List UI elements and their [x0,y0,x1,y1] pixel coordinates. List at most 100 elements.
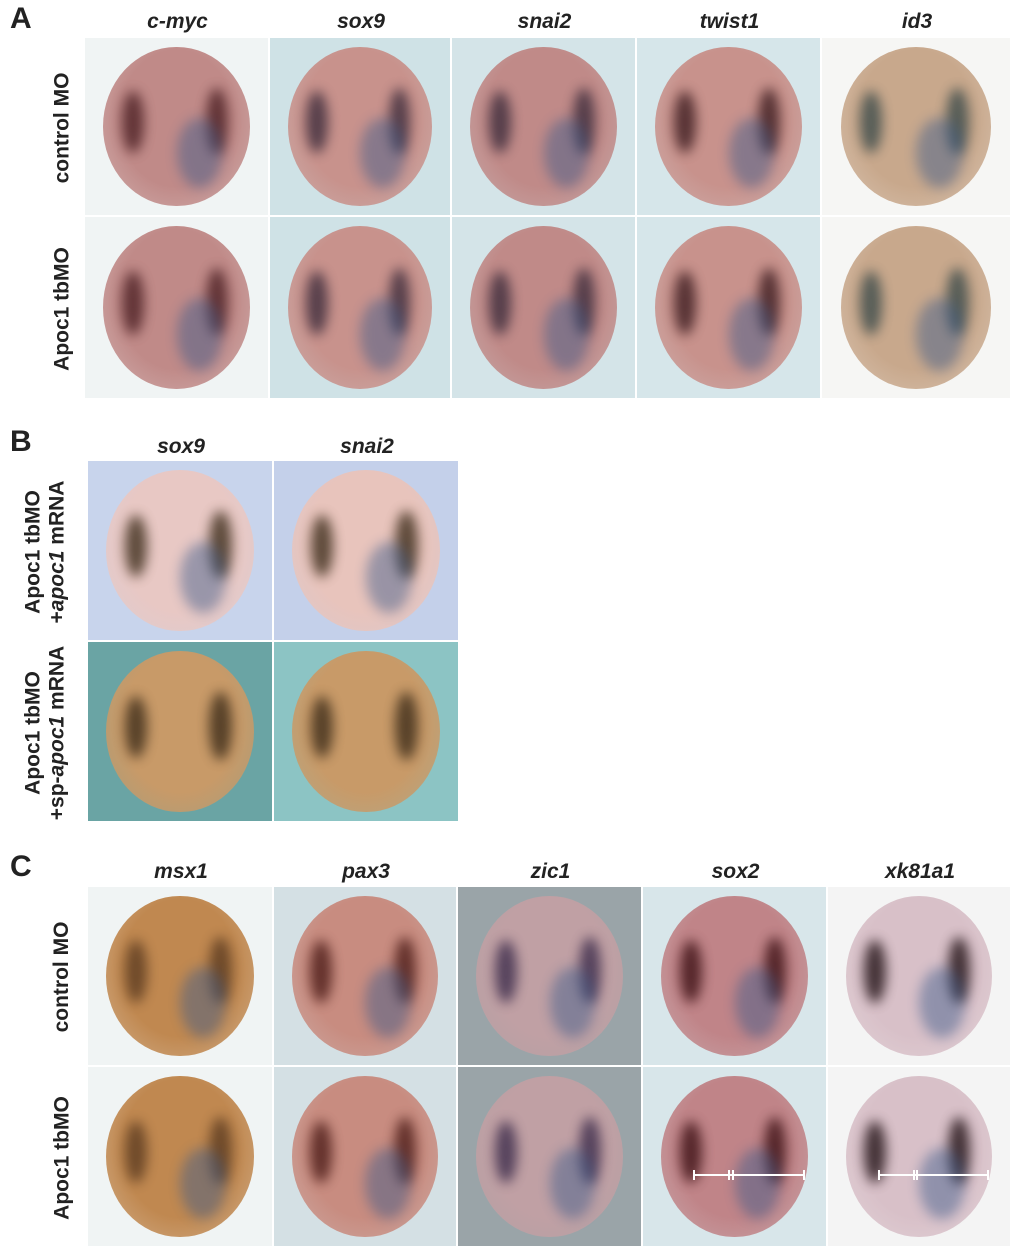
row-label: Apoc1 tbMO [50,217,74,400]
stain-right [388,267,411,337]
column-header: c-myc [147,10,208,33]
stain-blue [549,967,596,1039]
embryo-image [274,461,458,640]
column-header: snai2 [517,10,572,33]
embryo-image [452,217,635,398]
stain-blue [180,1147,226,1220]
stain-right [572,87,595,155]
embryo-image [458,1067,641,1246]
panel-label-A: A [10,2,32,35]
stain-left [124,695,147,759]
stain-left [310,514,333,578]
stain-left [121,91,144,154]
stain-blue [365,1147,411,1220]
stain-right [205,87,228,155]
stain-left [306,271,328,335]
row-label-text: Apoc1 tbMO [50,1095,73,1220]
stain-left [488,91,511,154]
stain-right [395,511,418,580]
row-label: Apoc1 tbMO +apoc1 mRNA [21,461,69,642]
embryo-image [643,887,826,1065]
scale-bar-tick [693,1170,696,1181]
stain-blue [919,1147,965,1220]
stain-right [946,87,969,155]
stain-left [310,695,333,759]
stain-left [310,1120,333,1184]
row-label-line1: Apoc1 tbMO [21,670,44,795]
stain-left [121,271,144,335]
stain-blue [919,967,965,1039]
row-label-line1: Apoc1 tbMO [21,489,44,614]
scale-bar-tick [912,1170,915,1181]
stain-left [673,271,696,335]
scale-bar-tick [803,1170,806,1181]
scale-bar-tick [731,1170,734,1181]
stain-right [209,692,232,761]
embryo-image [85,38,268,215]
scale-bar [694,1174,805,1177]
stain-left [494,940,517,1003]
embryo-image [88,461,272,640]
stain-blue [728,117,775,189]
scale-bar-tick [728,1170,730,1181]
embryo-image [828,1067,1010,1246]
stain-left [679,1120,702,1184]
stain-left [124,514,147,578]
embryo-image [88,887,272,1065]
stain-right [948,1117,970,1186]
stain-blue [360,298,405,371]
stain-right [388,87,411,155]
scale-bar [878,1174,989,1177]
row-label-part: +sp- [45,775,68,820]
stain-blue [728,298,775,371]
row-label-line2: +apoc1 mRNA [45,461,69,642]
stain-blue [176,117,223,189]
row-label-part: apoc1 [45,550,68,611]
stain-right [946,267,969,337]
column-header: sox9 [337,10,385,33]
column-header: snai2 [340,435,394,458]
row-label-text: control MO [50,921,73,1033]
row-label-part: mRNA [45,480,68,551]
stain-blue [176,298,223,371]
row-label-part: + [45,610,68,623]
embryo-image [637,217,820,398]
column-header: msx1 [154,860,208,883]
stain-left [864,1120,887,1184]
stain-left [488,271,511,335]
column-header: pax3 [342,860,390,883]
stain-left [494,1120,517,1184]
stain-blue [734,1147,781,1220]
column-header: xk81a1 [884,860,956,883]
column-header: twist1 [699,10,760,33]
scale-bar-tick [987,1170,990,1181]
column-header: sox9 [157,435,205,458]
stain-right [209,511,232,580]
stain-left [124,1120,147,1184]
stain-blue [916,298,963,371]
embryo-image [458,887,641,1065]
row-label: control MO [50,887,74,1067]
row-label-part: mRNA [45,645,68,716]
stain-blue [180,541,226,614]
stain-right [394,1117,416,1186]
embryo-image [270,217,450,398]
stain-left [859,91,883,154]
stain-right [395,692,418,761]
embryo-image [270,38,450,215]
stain-blue [360,117,405,189]
stain-left [124,940,147,1003]
embryo-image [822,38,1010,215]
row-label: Apoc1 tbMO [50,1067,74,1248]
stain-blue [734,967,781,1039]
stain-blue [916,117,963,189]
stain-right [948,936,970,1005]
row-label-text: control MO [50,72,73,183]
panel-label-C: C [10,850,32,883]
stain-right [572,267,595,337]
embryo-image [274,887,456,1065]
stain-blue [180,967,226,1039]
column-header: id3 [901,10,933,33]
embryo-image [85,217,268,398]
embryo-image [643,1067,826,1246]
